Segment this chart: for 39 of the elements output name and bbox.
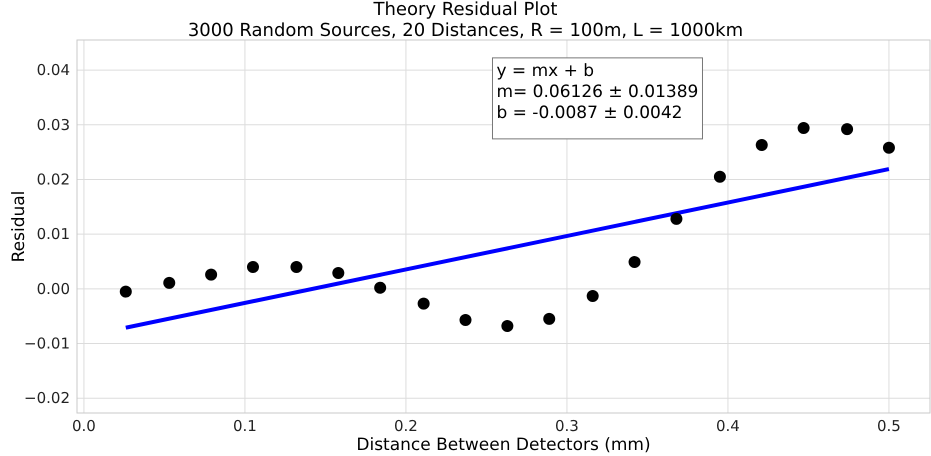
x-axis-title: Distance Between Detectors (mm) bbox=[356, 435, 651, 455]
point bbox=[501, 320, 514, 332]
point bbox=[163, 276, 176, 289]
point bbox=[714, 170, 726, 183]
point bbox=[374, 282, 386, 294]
chart-title: Theory Residual Plot bbox=[372, 0, 558, 20]
x-tick-label: 0.0 bbox=[72, 417, 96, 435]
y-tick-label: −0.02 bbox=[24, 389, 70, 408]
chart-subtitle: 3000 Random Sources, 20 Distances, R = 100m, L = 1000km bbox=[188, 20, 744, 41]
y-tick-label: −0.01 bbox=[24, 334, 70, 353]
point bbox=[628, 256, 641, 268]
x-tick-label: 0.4 bbox=[716, 417, 740, 435]
point bbox=[756, 139, 768, 152]
point bbox=[586, 290, 599, 302]
y-tick-label: 0.03 bbox=[36, 116, 70, 134]
x-tick-label: 0.1 bbox=[233, 417, 257, 435]
point bbox=[418, 298, 430, 310]
point bbox=[290, 260, 302, 273]
y-tick-label: 0.04 bbox=[36, 61, 70, 80]
point bbox=[120, 286, 132, 298]
point bbox=[205, 268, 218, 281]
point bbox=[460, 314, 472, 326]
point bbox=[246, 260, 259, 273]
point bbox=[841, 123, 854, 136]
y-axis-title: Residual bbox=[9, 190, 29, 262]
y-tick-label: 0.01 bbox=[36, 225, 70, 244]
point bbox=[670, 212, 682, 225]
y-tick-label: 0.02 bbox=[36, 170, 70, 188]
x-tick-label: 0.5 bbox=[877, 417, 901, 435]
point bbox=[332, 266, 344, 279]
annotation: m= 0.06126 ± 0.01389 bbox=[496, 82, 698, 102]
point bbox=[798, 122, 810, 134]
point bbox=[882, 142, 895, 154]
y-tick-label: 0.00 bbox=[36, 280, 70, 298]
annotation: b = -0.0087 ± 0.0042 bbox=[496, 102, 682, 123]
x-tick-label: 0.3 bbox=[555, 417, 579, 435]
point bbox=[543, 312, 556, 325]
x-tick-label: 0.2 bbox=[394, 417, 418, 435]
annotation: y = mx + b bbox=[496, 60, 594, 81]
